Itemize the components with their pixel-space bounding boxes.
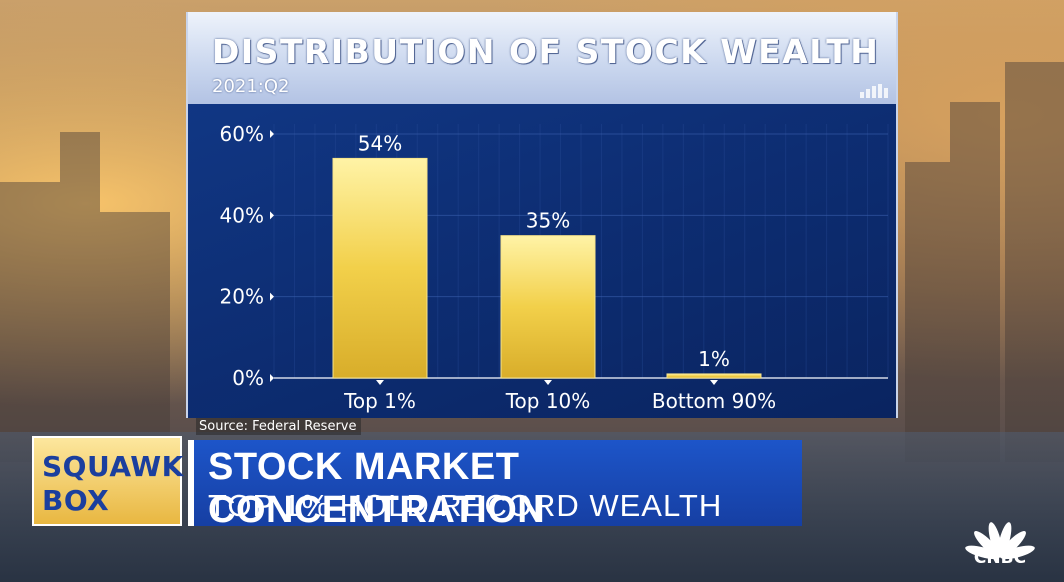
peacock-icon xyxy=(965,522,1035,560)
y-tick-label: 0% xyxy=(232,366,264,390)
y-tick-mark xyxy=(270,374,274,382)
data-label: 1% xyxy=(698,347,730,371)
bars-decoration-icon xyxy=(860,84,888,98)
chart-panel: DISTRIBUTION OF STOCK WEALTH 2021:Q2 0% 2… xyxy=(186,12,898,418)
banner-headline: STOCK MARKET CONCENTRATION xyxy=(208,446,546,531)
show-logo-line-2: BOX xyxy=(42,484,110,517)
network-logo-text: CNBC xyxy=(973,548,1027,568)
y-tick-mark xyxy=(270,211,274,220)
data-label: 54% xyxy=(358,131,402,155)
chart-subtitle: 2021:Q2 xyxy=(212,76,290,97)
y-tick-mark xyxy=(270,130,274,138)
show-logo: SQUAWK BOX xyxy=(32,436,184,526)
chart-title: DISTRIBUTION OF STOCK WEALTH xyxy=(212,32,880,71)
show-logo-line-1: SQUAWK xyxy=(42,450,184,483)
data-label: 35% xyxy=(526,209,570,233)
y-tick-label: 40% xyxy=(220,203,264,227)
x-tick-mark xyxy=(544,380,552,385)
x-tick-label: Top 10% xyxy=(505,389,591,413)
source-note: Source: Federal Reserve xyxy=(196,418,361,435)
y-tick-label: 60% xyxy=(220,122,264,146)
y-tick-label: 20% xyxy=(220,285,264,309)
bar xyxy=(332,157,428,379)
x-tick-label: Top 1% xyxy=(343,389,416,413)
x-tick-mark xyxy=(376,380,384,385)
bar xyxy=(500,235,596,379)
x-tick-mark xyxy=(710,380,718,385)
lower-third-banner: STOCK MARKET CONCENTRATION TOP 1% HOLD R… xyxy=(188,440,802,531)
bar-chart: 0% 20% 40% 60% 54% Top 1% 35% Top 10% 1% Bottom 9… xyxy=(220,122,889,413)
chart-title-bar: DISTRIBUTION OF STOCK WEALTH 2021:Q2 xyxy=(188,12,896,104)
banner-subheadline: TOP 1% HOLD RECORD WEALTH xyxy=(208,488,723,523)
y-tick-mark xyxy=(270,292,274,301)
x-tick-label: Bottom 90% xyxy=(652,389,776,413)
bar xyxy=(666,373,762,379)
